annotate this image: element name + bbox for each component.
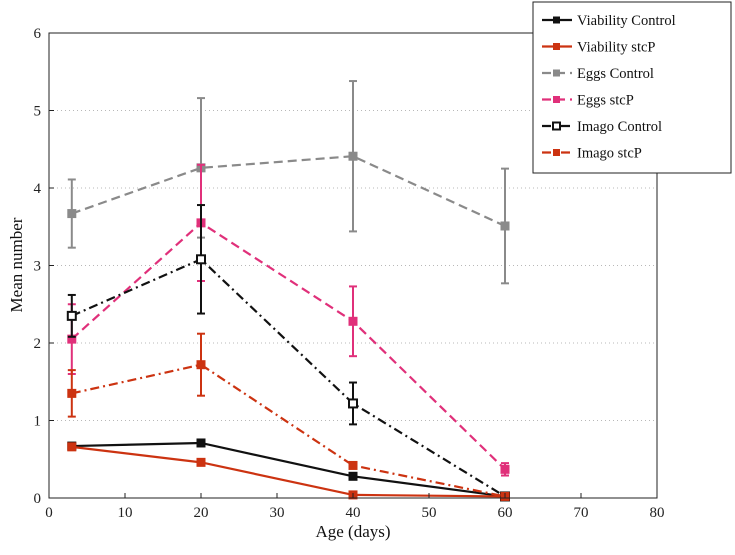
x-tick-label: 80 [650,505,665,521]
y-tick-label: 4 [34,181,42,197]
x-axis-title: Age (days) [315,522,390,541]
legend-box [532,1,732,174]
legend-label: Imago Control [577,119,662,135]
data-point [196,254,206,265]
series-line [71,257,506,498]
legend-label: Eggs Control [577,66,654,82]
x-tick-label: 50 [422,505,437,521]
data-point [348,398,358,409]
data-point [348,460,358,470]
legend-swatch-marker [553,43,560,50]
y-tick-label: 6 [34,26,42,42]
series-imago-control [66,204,510,502]
data-point [67,209,77,219]
legend-label: Imago stcP [577,146,642,162]
y-tick-label: 5 [34,104,42,120]
data-point [67,442,77,452]
x-tick-label: 60 [498,505,513,521]
data-point [348,316,358,326]
legend-label: Eggs stcP [577,93,634,109]
legend-swatch-marker [553,16,560,24]
series-line [71,363,506,498]
series-line [71,155,506,227]
data-point [196,457,206,467]
legend-item: Viability stcP [542,40,655,56]
legend-label: Viability stcP [577,40,655,56]
series-line [71,441,506,498]
y-tick-label: 1 [34,414,42,430]
axes: 0 10 20 30 40 50 60 70 80 0 1 2 3 4 5 6 [34,26,665,521]
data-point [66,310,77,321]
data-point [196,438,206,448]
data-point [348,471,358,481]
legend-item: Eggs Control [542,66,654,82]
legend-item: Viability Control [542,13,676,29]
x-tick-label: 0 [45,505,53,521]
data-point [348,151,358,161]
data-point [67,388,77,398]
legend-item: Eggs stcP [542,93,634,109]
legend-label: Viability Control [577,13,676,29]
y-tick-label: 2 [34,336,42,352]
data-point [500,464,510,474]
legend-item: Imago stcP [542,146,642,162]
legend-swatch-marker [552,121,561,131]
legend-item: Imago Control [542,119,662,135]
y-axis-title: Mean number [7,217,26,312]
legend-swatch-marker [553,149,560,156]
series-line [71,221,506,471]
x-tick-label: 30 [270,505,285,521]
y-tick-label: 0 [34,491,42,507]
legend-swatch-marker [553,96,560,103]
data-point [500,221,510,231]
x-tick-label: 40 [346,505,361,521]
legend-swatch-marker [553,69,560,77]
data-point [196,360,206,370]
x-tick-label: 20 [194,505,209,521]
legend: Viability Control Viability stcP Eggs Cont… [532,1,732,174]
x-tick-label: 70 [574,505,589,521]
x-tick-label: 10 [118,505,133,521]
y-tick-label: 3 [34,259,42,275]
